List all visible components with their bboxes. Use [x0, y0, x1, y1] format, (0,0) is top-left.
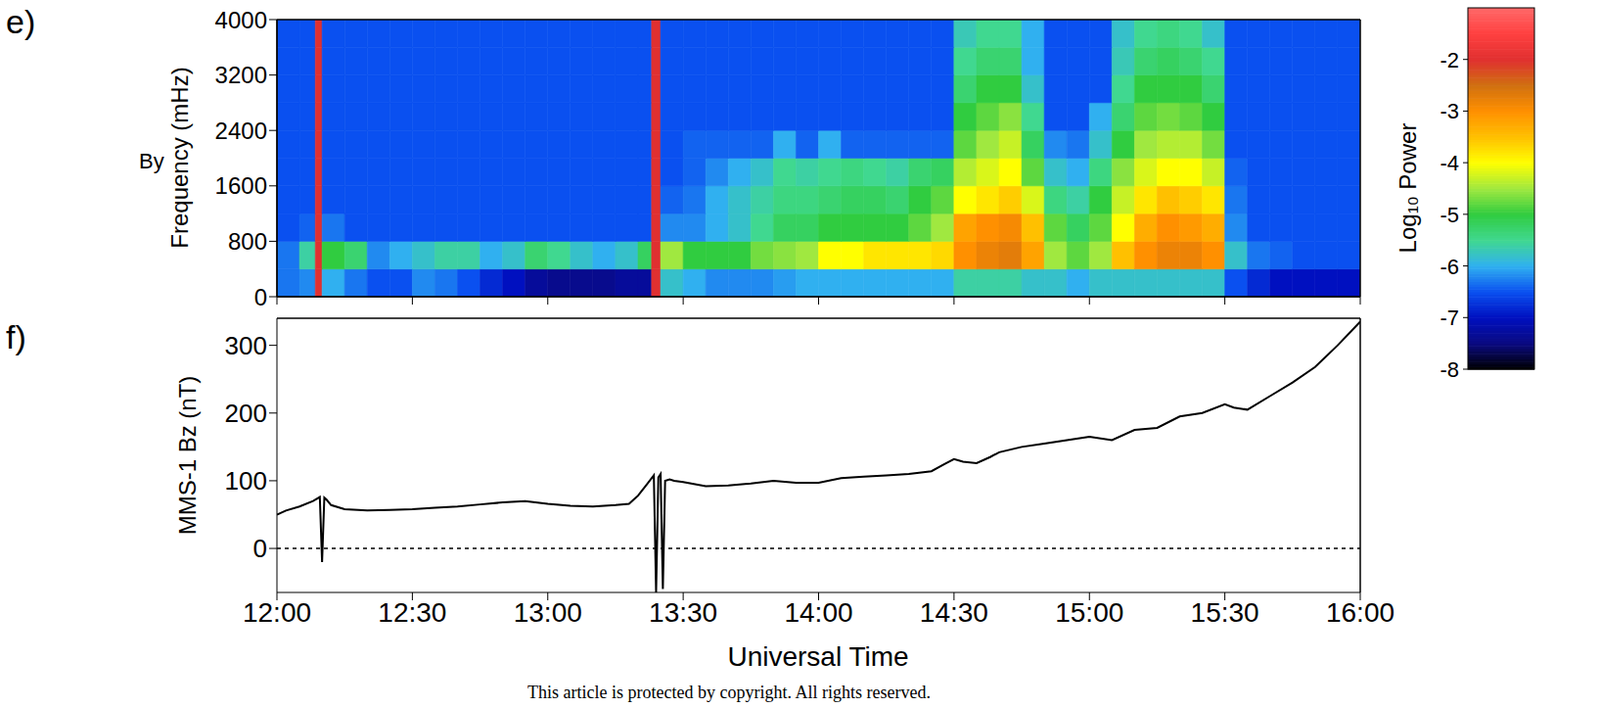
svg-text:-4: -4	[1439, 150, 1460, 176]
svg-text:16:00: 16:00	[1325, 596, 1395, 628]
svg-text:12:30: 12:30	[377, 596, 447, 628]
svg-text:MMS-1 Bz (nT): MMS-1 Bz (nT)	[174, 375, 201, 536]
svg-text:300: 300	[225, 330, 268, 361]
svg-text:-3: -3	[1439, 98, 1460, 124]
svg-text:Universal Time: Universal Time	[727, 640, 909, 672]
svg-text:800: 800	[228, 228, 268, 255]
svg-text:12:00: 12:00	[242, 596, 312, 628]
svg-text:-7: -7	[1439, 305, 1460, 330]
svg-text:-6: -6	[1439, 254, 1460, 279]
svg-text:e): e)	[5, 2, 36, 41]
svg-text:3200: 3200	[215, 61, 268, 89]
svg-text:0: 0	[253, 533, 268, 563]
svg-text:100: 100	[225, 465, 268, 496]
svg-text:-5: -5	[1439, 202, 1460, 228]
svg-text:15:30: 15:30	[1190, 596, 1260, 628]
svg-text:13:30: 13:30	[648, 596, 718, 628]
svg-text:-8: -8	[1439, 357, 1460, 382]
svg-text:13:00: 13:00	[513, 596, 583, 628]
svg-text:f): f)	[5, 318, 27, 356]
svg-text:200: 200	[225, 398, 268, 428]
svg-text:By: By	[138, 148, 165, 174]
svg-text:-2: -2	[1439, 47, 1460, 73]
svg-text:2400: 2400	[215, 117, 268, 144]
svg-text:14:00: 14:00	[783, 596, 853, 628]
svg-text:14:30: 14:30	[919, 596, 989, 628]
svg-text:0: 0	[254, 283, 268, 311]
svg-text:4000: 4000	[215, 6, 268, 34]
svg-text:1600: 1600	[215, 172, 268, 199]
svg-text:15:00: 15:00	[1054, 596, 1124, 628]
svg-text:Frequency (mHz): Frequency (mHz)	[166, 66, 193, 248]
svg-text:Log₁₀ Power: Log₁₀ Power	[1394, 123, 1421, 254]
svg-text:This article is protected by c: This article is protected by copyright. …	[527, 682, 931, 702]
